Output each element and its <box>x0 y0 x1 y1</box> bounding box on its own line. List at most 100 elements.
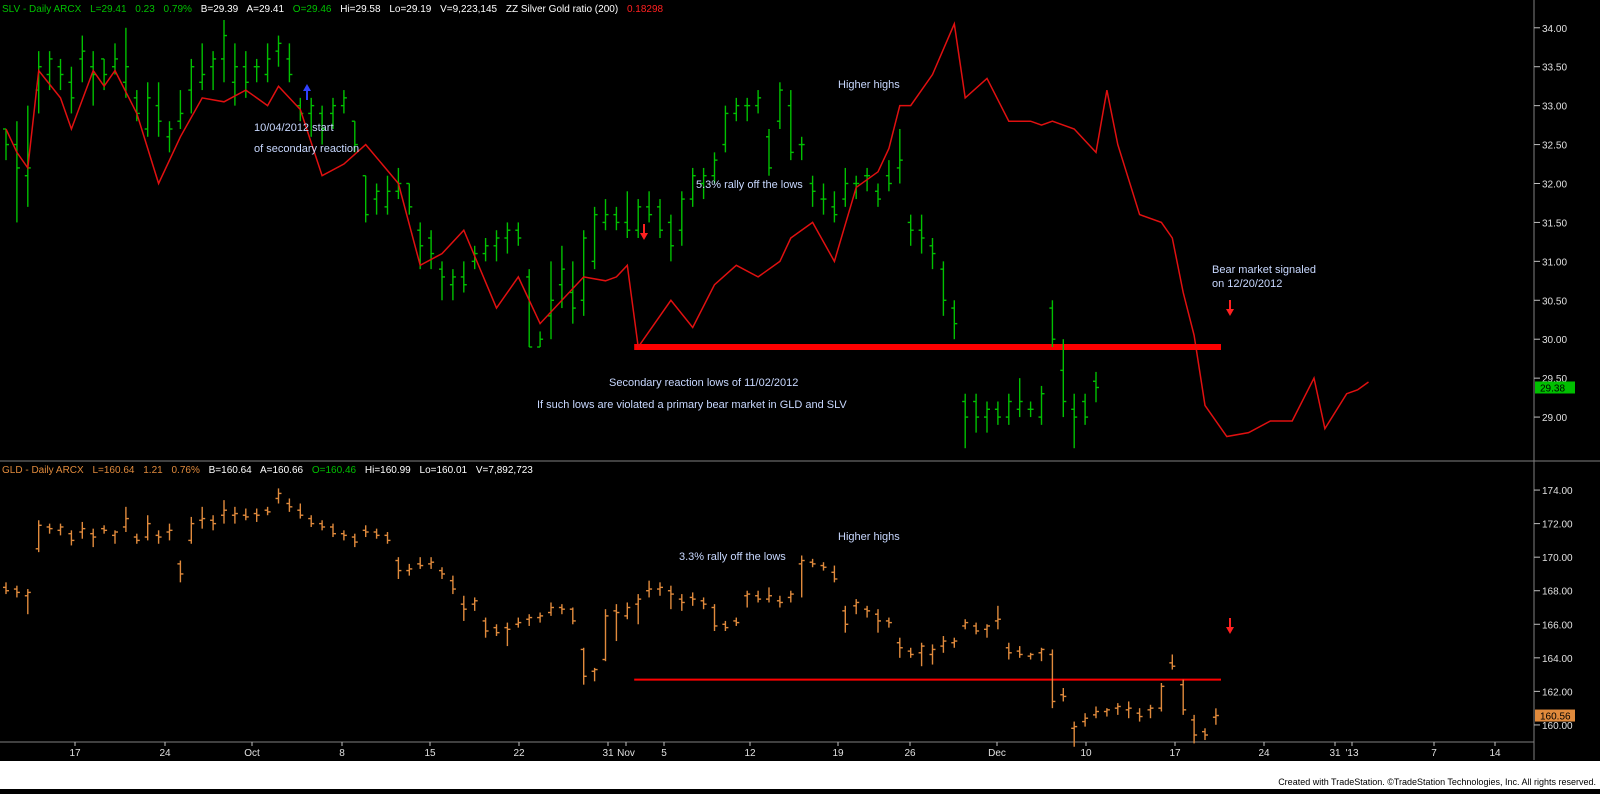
ohlc-bar <box>1093 706 1099 719</box>
ohlc-bar <box>319 520 326 531</box>
ohlc-bar <box>700 167 707 200</box>
ohlc-bar <box>373 528 380 539</box>
x-tick-label: 22 <box>513 748 525 759</box>
ohlc-bar <box>667 214 674 262</box>
arrow-down-icon-bear-gld <box>1226 618 1234 634</box>
ohlc-bar <box>1180 679 1187 715</box>
ohlc-bar <box>842 167 849 207</box>
ohlc-bar <box>253 508 260 522</box>
slv-change-pct: 0.79% <box>164 4 192 15</box>
ohlc-bar <box>122 506 129 533</box>
ohlc-bar <box>286 43 293 83</box>
gld-high: Hi=160.99 <box>365 465 411 476</box>
last-price-tags: 29.38 160.56 <box>1535 381 1575 723</box>
ohlc-bar <box>711 604 718 631</box>
ohlc-bar <box>221 500 227 524</box>
ohlc-bar <box>624 602 631 620</box>
ohlc-bar <box>918 642 925 667</box>
ohlc-bar <box>406 563 413 576</box>
ohlc-bar <box>940 261 947 316</box>
ohlc-bar <box>766 587 772 603</box>
ohlc-bar <box>1169 654 1176 670</box>
x-tick-label: 5 <box>661 748 667 759</box>
ohlc-bar <box>264 43 271 83</box>
ohlc-bar <box>624 191 631 238</box>
ohlc-bar <box>1071 393 1078 449</box>
ohlc-bar <box>1005 642 1012 660</box>
ohlc-bar <box>1049 649 1056 709</box>
y-tick-label: 33.50 <box>1542 63 1567 74</box>
ohlc-bar <box>951 300 958 340</box>
ohlc-bar <box>885 160 892 192</box>
ohlc-bar <box>199 43 206 91</box>
slv-low: Lo=29.19 <box>389 4 431 15</box>
ohlc-bar <box>842 605 849 633</box>
ohlc-bar <box>809 558 816 568</box>
ohlc-bar <box>460 595 467 621</box>
x-tick-label: 24 <box>1258 748 1270 759</box>
slv-price-axis: 34.00 33.50 33.00 32.50 32.00 31.50 31.00 30.50… <box>1534 24 1567 424</box>
x-tick-label: 26 <box>904 748 916 759</box>
ohlc-bar <box>460 261 467 293</box>
ohlc-bar <box>678 594 685 611</box>
ohlc-bar <box>166 121 173 153</box>
ohlc-bar <box>504 622 511 647</box>
ohlc-bar <box>24 589 31 615</box>
ohlc-bar <box>580 230 587 316</box>
ohlc-bar <box>395 557 402 579</box>
ohlc-bar <box>994 401 1001 425</box>
ohlc-bar <box>994 605 1001 630</box>
annotation-higher-highs-slv: Higher highs <box>838 79 900 91</box>
ohlc-bar <box>210 51 217 91</box>
ohlc-bar <box>896 637 903 658</box>
y-tick-label: 170.00 <box>1542 553 1573 564</box>
silver-gold-ratio-line <box>5 21 1369 438</box>
ohlc-bar <box>896 129 903 184</box>
ohlc-bar <box>1049 300 1056 347</box>
arrow-up-icon-oct4 <box>303 84 311 100</box>
arrow-down-icon-nov2 <box>640 224 648 240</box>
ohlc-bar <box>319 105 326 145</box>
ohlc-bar <box>875 183 881 207</box>
ohlc-bar <box>57 58 64 91</box>
ohlc-bar <box>548 261 554 340</box>
ohlc-bar <box>286 498 293 512</box>
ohlc-bar <box>907 647 914 658</box>
ohlc-bar <box>602 199 609 231</box>
ohlc-bar <box>264 506 271 516</box>
ohlc-bar <box>1038 385 1045 425</box>
gld-volume: V=7,892,723 <box>476 465 533 476</box>
ohlc-bar <box>1114 703 1121 715</box>
ohlc-bar <box>820 562 827 571</box>
y-tick-label: 31.00 <box>1542 257 1567 268</box>
ohlc-bar <box>351 120 358 153</box>
y-tick-label: 29.50 <box>1542 374 1567 385</box>
ohlc-bar <box>787 590 794 603</box>
slv-ask: A=29.41 <box>246 4 284 15</box>
ohlc-bar <box>3 128 9 161</box>
ohlc-bar <box>962 619 969 630</box>
ohlc-bar <box>515 222 522 246</box>
ohlc-bar <box>68 530 75 546</box>
ohlc-bar <box>569 607 576 625</box>
x-tick-label: 31 <box>602 748 614 759</box>
slv-symbol: SLV - Daily ARCX <box>2 4 82 15</box>
ohlc-bar <box>657 582 663 596</box>
price-axis-panel <box>1534 0 1600 789</box>
gld-change-pct: 0.76% <box>172 465 200 476</box>
ohlc-bar <box>79 521 86 539</box>
annotation-secondary-start-line1: 10/04/2012 start <box>254 122 334 134</box>
ohlc-bar <box>907 214 914 246</box>
x-tick-label: Oct <box>244 748 260 759</box>
ohlc-bar <box>351 533 358 548</box>
x-tick-label: 31 <box>1329 748 1341 759</box>
ohlc-bar <box>24 105 31 207</box>
ohlc-bar <box>1212 708 1219 725</box>
ohlc-bar <box>580 647 587 685</box>
x-tick-label: 15 <box>424 748 436 759</box>
ohlc-bar <box>787 90 794 161</box>
ohlc-bar <box>210 515 217 531</box>
ohlc-bar <box>591 206 598 270</box>
ohlc-bar <box>384 175 391 215</box>
